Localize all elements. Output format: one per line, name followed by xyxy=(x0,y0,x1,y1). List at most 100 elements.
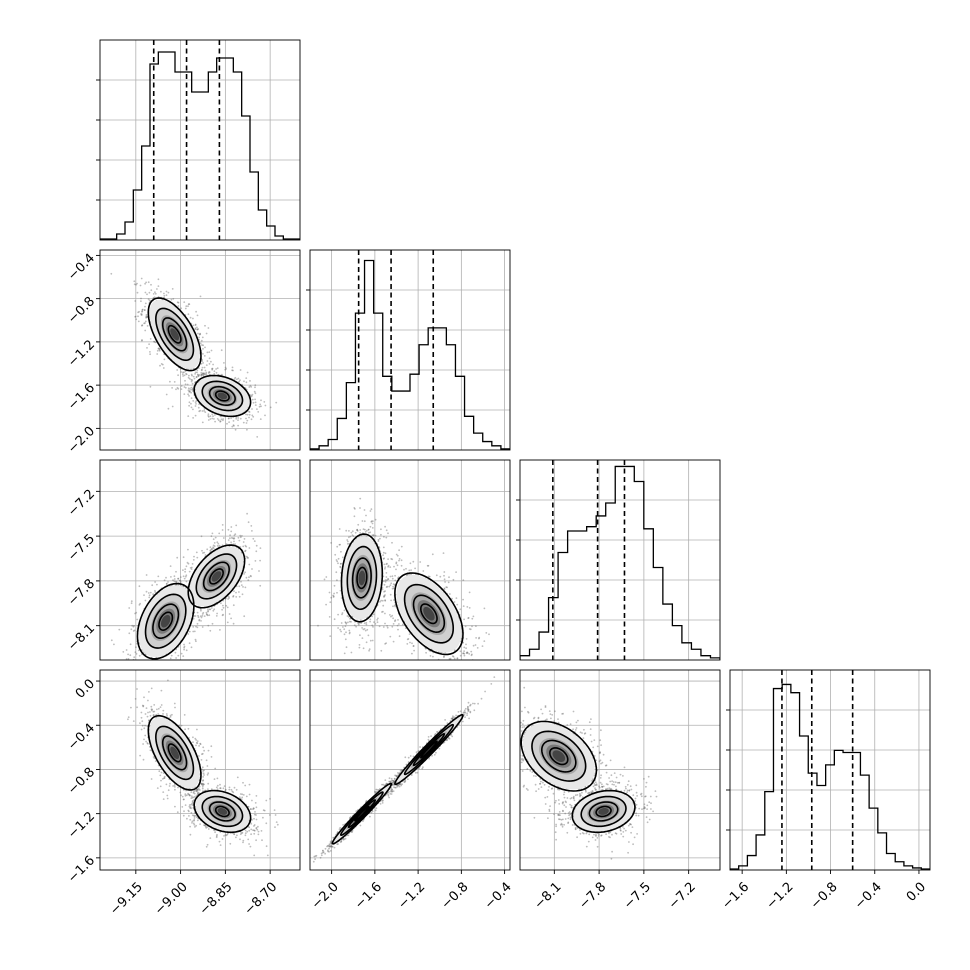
sample-point xyxy=(343,633,346,636)
panel-frame xyxy=(99,459,301,661)
sample-point xyxy=(201,613,204,615)
sample-point xyxy=(148,299,151,302)
sample-point xyxy=(348,530,350,532)
sample-point xyxy=(239,536,242,539)
sample-point xyxy=(192,400,195,402)
sample-point xyxy=(181,373,184,376)
sample-point xyxy=(369,531,372,534)
contour-line xyxy=(155,307,195,362)
sample-point xyxy=(372,534,375,537)
sample-point xyxy=(194,323,197,326)
sample-point xyxy=(135,611,138,614)
sample-point xyxy=(185,305,188,308)
sample-point xyxy=(374,518,377,521)
sample-point xyxy=(220,418,223,421)
sample-point xyxy=(187,303,190,306)
sample-point xyxy=(343,609,346,612)
sample-point xyxy=(474,644,477,646)
sample-point xyxy=(201,358,204,361)
sample-point xyxy=(250,386,253,388)
sample-point xyxy=(235,524,238,527)
contour-line xyxy=(208,568,224,585)
sample-point xyxy=(224,368,227,371)
sample-point xyxy=(377,540,380,542)
sample-point xyxy=(240,584,243,586)
sample-point xyxy=(169,657,172,660)
sample-point xyxy=(269,406,272,409)
sample-point xyxy=(363,509,366,511)
contour-line xyxy=(158,611,174,631)
sample-point xyxy=(176,301,179,304)
sample-point xyxy=(139,666,141,668)
sample-point xyxy=(348,620,351,623)
sample-point xyxy=(196,626,199,629)
sample-point xyxy=(366,628,369,631)
sample-point xyxy=(201,615,204,617)
sample-point xyxy=(246,428,248,431)
sample-point xyxy=(183,393,186,395)
sample-point xyxy=(200,373,203,376)
sample-point xyxy=(199,333,202,335)
sample-point xyxy=(343,652,346,655)
sample-point xyxy=(364,534,366,537)
sample-point xyxy=(205,371,208,374)
sample-point xyxy=(147,666,149,668)
sample-point xyxy=(140,300,142,303)
sample-point xyxy=(463,650,465,652)
sample-point xyxy=(187,389,190,392)
sample-point xyxy=(180,371,183,373)
sample-point xyxy=(192,408,194,411)
sample-point xyxy=(139,665,141,667)
sample-point xyxy=(179,579,182,582)
sample-point xyxy=(137,315,139,318)
sample-point xyxy=(215,615,218,617)
sample-point xyxy=(226,621,229,624)
sample-point xyxy=(198,619,201,622)
sample-point xyxy=(209,629,212,632)
sample-point xyxy=(470,650,473,653)
sample-point xyxy=(182,569,184,571)
histogram-p0 xyxy=(100,51,300,240)
sample-point xyxy=(241,593,244,596)
sample-point xyxy=(174,666,176,668)
sample-point xyxy=(194,638,197,641)
sample-point xyxy=(337,562,339,565)
sample-point xyxy=(245,555,248,558)
sample-point xyxy=(256,436,259,438)
sample-point xyxy=(212,415,214,418)
sample-point xyxy=(444,581,446,583)
sample-point xyxy=(183,374,186,377)
sample-point xyxy=(245,413,247,416)
contour-line xyxy=(187,544,246,609)
sample-point xyxy=(353,507,356,509)
sample-point xyxy=(177,387,180,390)
sample-point xyxy=(365,623,368,626)
sample-point xyxy=(110,272,113,275)
sample-point xyxy=(384,612,386,615)
sample-point xyxy=(335,571,338,574)
sample-point xyxy=(201,410,204,412)
sample-point xyxy=(234,543,237,546)
sample-point xyxy=(204,346,206,349)
sample-point xyxy=(220,349,223,352)
sample-point xyxy=(199,295,202,298)
sample-point xyxy=(342,556,344,559)
sample-point xyxy=(157,347,160,350)
sample-point xyxy=(248,416,250,419)
sample-point xyxy=(367,634,370,637)
sample-point xyxy=(367,531,370,534)
sample-point xyxy=(245,576,248,579)
sample-point xyxy=(173,580,176,583)
sample-point xyxy=(212,544,215,547)
sample-point xyxy=(143,594,145,596)
sample-point xyxy=(343,628,346,631)
sample-point xyxy=(377,538,380,541)
sample-point xyxy=(384,594,386,596)
sample-point xyxy=(254,560,257,562)
sample-point xyxy=(471,617,474,620)
sample-point xyxy=(397,619,399,621)
sample-point xyxy=(381,588,384,591)
density-fill xyxy=(217,392,228,400)
sample-point xyxy=(211,548,214,550)
sample-point xyxy=(384,599,387,602)
